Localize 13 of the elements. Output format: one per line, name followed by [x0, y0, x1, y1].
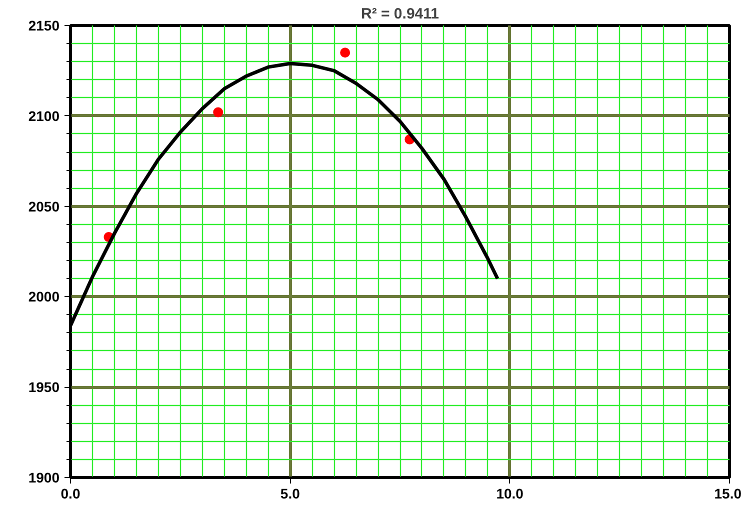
y-tick-label: 2150	[28, 18, 60, 34]
y-tick-label: 2050	[28, 198, 60, 214]
point	[213, 107, 224, 118]
y-tick-label: 1900	[28, 470, 60, 486]
x-tick-label: 0.0	[60, 486, 80, 502]
y-tick-label: 2100	[28, 108, 60, 124]
x-tick-label: 10.0	[496, 486, 524, 502]
x-tick-label: 15.0	[714, 486, 741, 502]
y-tick-label: 2000	[28, 288, 60, 305]
y-tick-label: 1950	[28, 379, 60, 396]
x-tick-label: 5.0	[280, 486, 300, 502]
text: R² = 0.9411	[361, 6, 439, 22]
point	[340, 48, 350, 58]
